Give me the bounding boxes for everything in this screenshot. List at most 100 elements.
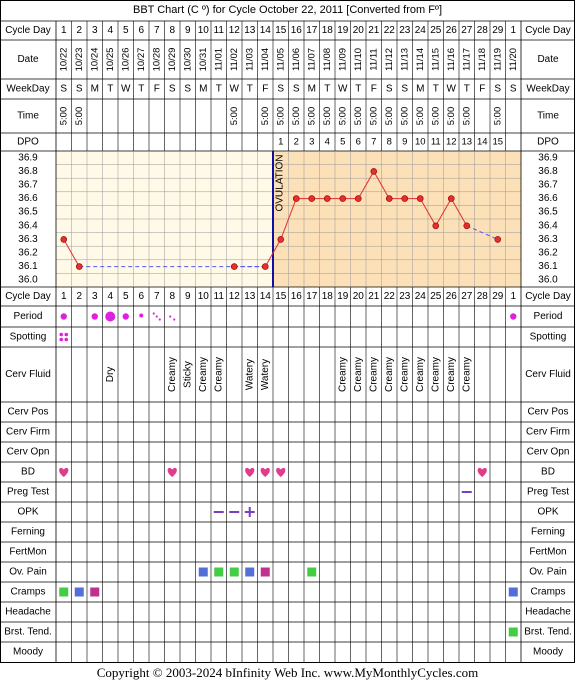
period-dot [60,313,67,320]
temp-point [370,168,378,175]
cycle-day-number: 20 [353,25,365,36]
temp-tick-label-right: 36.6 [538,193,558,204]
period-spot [152,312,155,315]
temp-tick-label-right: 36.5 [538,207,558,218]
cycle-day-number: 10 [198,25,210,36]
row-label-right: Time [537,111,559,122]
cycle-day-number: 28 [477,25,489,36]
period-spot [169,315,172,318]
cerv-fluid-cell: Creamy [198,357,209,392]
temp-tick-label-left: 36.9 [18,152,38,163]
temp-tick-label-left: 36.8 [18,166,38,177]
cycle-day-number: 1 [61,25,67,36]
cycle-day-number: 29 [492,291,504,302]
cycle-day-number: 24 [415,25,427,36]
spotting-dot [64,332,69,337]
temp-tick-label-left: 36.7 [18,180,38,191]
dpo-cell: 15 [492,137,503,148]
cycle-day-number: 19 [337,25,349,36]
weekday-cell: F [154,84,160,95]
temp-tick-label-left: 36.4 [18,220,38,231]
period-dot [122,313,129,320]
ovulation-label: OVULATION [275,154,286,211]
obs-row-label-right: BD [541,467,555,478]
copyright-footer: Copyright © 2003-2024 bInfinity Web Inc.… [96,665,479,680]
date-cell: 10/29 [167,48,178,72]
date-cell: 11/12 [384,48,395,71]
obs-row-label-left: Cerv Fluid [5,369,51,380]
weekday-cell: T [324,84,330,95]
bd-heart-icon [477,467,487,477]
date-cell: 11/06 [291,48,302,71]
temp-tick-label-left: 36.6 [18,193,38,204]
weekday-cell: T [355,84,361,95]
date-cell: 10/30 [182,48,193,72]
cycle-day-number: 13 [244,25,256,36]
dpo-cell: 14 [477,137,488,148]
date-cell: 10/25 [105,48,116,72]
temp-tick-label-right: 36.4 [538,220,558,231]
date-cell: 11/16 [446,48,457,71]
symptom-square [59,587,69,597]
dpo-cell: 5 [340,137,345,148]
time-cell: 5:00 [384,107,395,126]
date-cell: 10/28 [151,48,162,72]
cycle-day-number: 25 [430,25,442,36]
dpo-cell: 6 [356,137,361,148]
period-spot [155,315,158,318]
temp-tick-label-right: 36.7 [538,180,558,191]
temp-line-segment [280,198,297,240]
cycle-day-number: 3 [92,291,98,302]
cycle-day-number: 27 [461,291,473,302]
time-cell: 5:00 [260,107,271,126]
period-dot [91,313,98,320]
obs-row-label-right: OPK [537,507,558,518]
period-dot [139,313,144,318]
cycle-day-number: 10 [198,291,210,302]
cycle-day-number: 17 [306,291,318,302]
cycle-day-number: 21 [368,291,380,302]
obs-row-label-left: BD [21,467,35,478]
temp-line-segment [419,198,437,227]
time-cell: 5:00 [74,107,85,126]
dpo-cell: 12 [446,137,457,148]
cycle-day-number: 7 [154,25,160,36]
temp-line-segment [435,198,452,227]
time-cell: 5:00 [229,107,240,126]
date-cell: 11/01 [213,48,224,71]
date-cell: 11/17 [461,48,472,71]
weekday-cell: S [386,84,393,95]
obs-row-label-right: Ferning [531,527,565,538]
date-cell: 11/11 [368,48,379,70]
symptom-square [214,567,224,577]
obs-row-label-left: OPK [17,507,38,518]
temp-tick-label-right: 36.8 [538,166,558,177]
dpo-cell: 8 [387,137,392,148]
symptom-square [307,567,317,577]
cycle-day-number: 2 [76,25,82,36]
temp-tick-label-left: 36.1 [18,261,38,272]
cycle-day-number: 16 [291,25,303,36]
cycle-day-number: 1 [510,25,516,36]
date-cell: 11/15 [430,48,441,71]
weekday-cell: F [262,84,268,95]
time-cell: 5:00 [492,107,503,126]
weekday-cell: T [138,84,144,95]
obs-row-label-right: Preg Test [527,487,569,498]
date-cell: 10/26 [120,48,131,72]
cycle-day-number: 1 [510,291,516,302]
time-cell: 5:00 [368,107,379,126]
row-label-left: Time [17,111,39,122]
spotting-dot [59,337,64,342]
period-dot [510,313,517,320]
weekday-cell: W [447,84,457,95]
weekday-cell: T [247,84,253,95]
date-cell: 11/19 [492,48,503,71]
cerv-fluid-cell: Creamy [353,357,364,392]
cycle-day-number: 7 [154,291,160,302]
symptom-square [508,587,518,597]
date-cell: 10/24 [89,48,100,72]
dpo-cell: 9 [402,137,407,148]
cerv-fluid-cell: Creamy [167,357,178,392]
weekday-cell: S [184,84,191,95]
